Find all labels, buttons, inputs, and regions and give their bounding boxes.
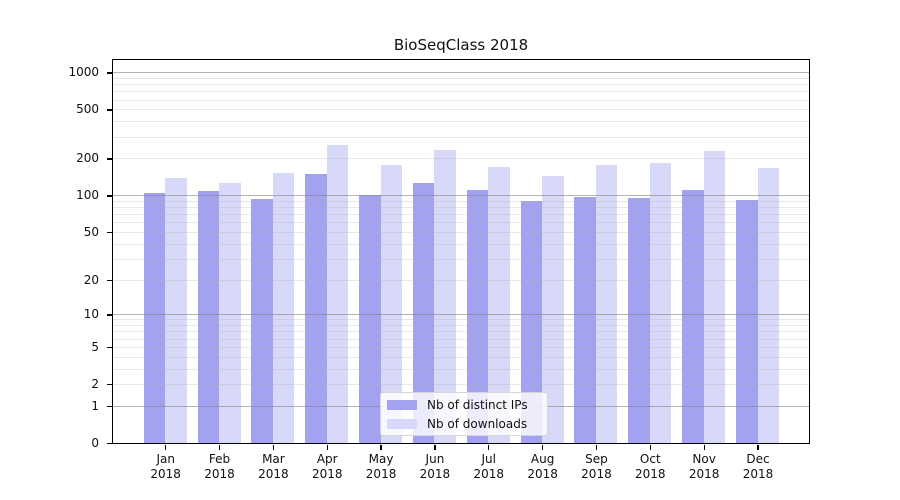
y-tick-5 — [107, 346, 112, 349]
x-tick-feb — [218, 445, 221, 450]
x-tick-oct — [649, 445, 651, 450]
x-tick-label-oct: Oct 2018 — [635, 452, 666, 481]
x-tick-label-aug: Aug 2018 — [527, 452, 558, 481]
legend-swatch-distinct-ips — [387, 399, 417, 410]
bar-downloads-dec — [757, 167, 779, 443]
bar-distinct-ips-aug — [520, 200, 543, 443]
y-tick-label-20: 20 — [83, 272, 99, 287]
x-tick-aug — [542, 445, 544, 450]
bar-downloads-jun — [434, 150, 456, 443]
x-tick-label-jul: Jul 2018 — [473, 452, 505, 481]
gridline-major-1000 — [113, 72, 809, 74]
x-tick-sep — [595, 445, 598, 450]
x-tick-dec — [757, 445, 759, 450]
y-tick-label-50: 50 — [83, 225, 99, 240]
y-tick-2 — [107, 383, 112, 386]
x-tick-mar — [272, 445, 275, 450]
bar-downloads-oct — [649, 162, 672, 443]
x-tick-label-may: May 2018 — [365, 452, 397, 481]
plot-area — [112, 58, 810, 444]
bar-distinct-ips-jan — [143, 193, 166, 443]
y-tick-0 — [107, 442, 112, 445]
x-tick-nov — [703, 445, 705, 450]
y-tick-100 — [107, 195, 112, 197]
bar-distinct-ips-jun — [412, 182, 435, 443]
legend-label-distinct-ips: Nb of distinct IPs — [427, 397, 528, 412]
y-tick-10 — [107, 314, 112, 316]
gridline-minor-600 — [113, 99, 809, 101]
y-tick-label-100: 100 — [76, 188, 99, 203]
y-tick-label-500: 500 — [76, 102, 99, 117]
gridline-minor-800 — [113, 84, 809, 86]
gridline-minor-700 — [113, 91, 809, 93]
bar-downloads-jul — [488, 166, 510, 443]
y-tick-label-2: 2 — [91, 377, 99, 392]
bar-distinct-ips-dec — [736, 200, 758, 443]
legend-entry-downloads: Nb of downloads — [387, 417, 541, 431]
x-tick-jul — [488, 445, 490, 450]
bar-distinct-ips-feb — [197, 190, 220, 443]
bar-distinct-ips-mar — [251, 199, 273, 443]
y-tick-500 — [107, 109, 112, 111]
bar-downloads-sep — [595, 164, 618, 443]
x-tick-may — [380, 445, 382, 450]
bar-downloads-nov — [703, 150, 726, 443]
bar-distinct-ips-sep — [574, 196, 596, 443]
bar-distinct-ips-jul — [466, 190, 489, 443]
gridline-minor-900 — [113, 77, 809, 79]
x-tick-label-jun: Jun 2018 — [419, 452, 451, 481]
x-tick-label-apr: Apr 2018 — [311, 452, 343, 481]
y-tick-label-0: 0 — [91, 436, 99, 450]
bar-downloads-may — [380, 164, 403, 443]
y-tick-label-10: 10 — [83, 307, 99, 322]
y-tick-1000 — [107, 72, 112, 74]
y-tick-label-1: 1 — [91, 398, 99, 413]
x-tick-label-dec: Dec 2018 — [742, 452, 774, 481]
x-tick-apr — [326, 445, 328, 450]
y-tick-label-200: 200 — [76, 151, 99, 166]
bar-distinct-ips-apr — [305, 173, 327, 443]
chart-title: BioSeqClass 2018 — [393, 36, 529, 54]
bar-distinct-ips-nov — [682, 190, 704, 443]
bar-distinct-ips-may — [359, 194, 381, 443]
bar-downloads-feb — [219, 182, 241, 443]
bar-downloads-aug — [542, 175, 564, 443]
y-tick-50 — [107, 231, 112, 234]
legend: Nb of distinct IPs Nb of downloads — [380, 392, 548, 436]
x-tick-label-sep: Sep 2018 — [581, 452, 612, 481]
y-tick-label-1000: 1000 — [68, 65, 99, 80]
x-tick-jun — [434, 445, 436, 450]
bar-downloads-apr — [326, 144, 349, 443]
bar-distinct-ips-oct — [628, 198, 650, 443]
bar-downloads-mar — [272, 173, 295, 443]
y-tick-1 — [107, 405, 112, 407]
gridline-minor-300 — [113, 136, 809, 138]
gridline-minor-500 — [113, 109, 809, 111]
x-tick-label-nov: Nov 2018 — [688, 452, 720, 481]
x-tick-label-jan: Jan 2018 — [150, 452, 181, 481]
legend-swatch-downloads — [387, 418, 417, 429]
x-tick-label-feb: Feb 2018 — [204, 452, 235, 481]
gridline-minor-400 — [113, 121, 809, 123]
y-tick-20 — [107, 279, 112, 281]
bar-downloads-jan — [165, 177, 187, 443]
legend-entry-distinct-ips: Nb of distinct IPs — [387, 398, 541, 412]
x-tick-jan — [165, 445, 167, 450]
legend-label-downloads: Nb of downloads — [427, 416, 528, 431]
y-tick-label-5: 5 — [91, 339, 99, 354]
y-tick-200 — [107, 158, 112, 160]
x-tick-label-mar: Mar 2018 — [258, 452, 289, 481]
